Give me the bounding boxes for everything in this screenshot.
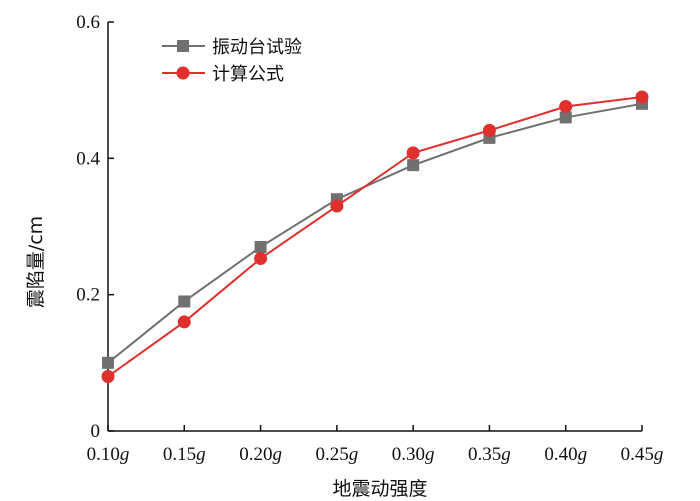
series-2-point [559,100,573,114]
series-1-point [407,159,420,172]
x-tick-label: 0.45g [621,444,664,465]
x-tick-label: 0.35g [468,444,511,465]
x-tick-label: 0.30g [392,444,435,465]
series-1-point [178,295,191,308]
x-tick-label: 0.10g [87,444,130,465]
series-2-point [330,199,344,213]
series-1-point [254,240,267,253]
tick-labels: 0 0.2 0.4 0.6 0.10g 0.15g 0.20g 0.25g 0.30g 0.35g… [76,12,663,465]
axes [107,21,643,432]
series-2-point [406,146,420,160]
x-axis-title: 地震动强度 [332,478,427,500]
legend-label-experiment: 振动台试验 [212,37,302,58]
legend: 振动台试验 计算公式 [162,37,302,85]
series-2-point [177,315,191,329]
y-tick-label: 0.2 [76,285,100,306]
series-2-line [107,95,643,378]
y-tick-label: 0.6 [76,12,100,33]
x-tick-label: 0.40g [544,444,587,465]
x-tick-label: 0.15g [163,444,206,465]
series-1-point [102,356,114,369]
legend-label-formula: 计算公式 [212,64,284,85]
series-2-point [482,123,496,137]
y-tick-label: 0 [91,421,101,442]
x-tick-label: 0.20g [239,444,282,465]
series-2-point [635,90,649,104]
series-2-point [254,252,268,266]
x-tick-label: 0.25g [315,444,358,465]
legend-marker-experiment [177,40,189,52]
y-tick-label: 0.4 [76,148,100,169]
series-1-line [107,102,643,364]
series-1-point [559,111,572,124]
series-layer [101,90,649,383]
y-axis-title: 震陷量/cm [25,216,47,308]
series-2-point [101,369,115,383]
series-2 [101,90,649,383]
legend-marker-formula [176,66,190,80]
